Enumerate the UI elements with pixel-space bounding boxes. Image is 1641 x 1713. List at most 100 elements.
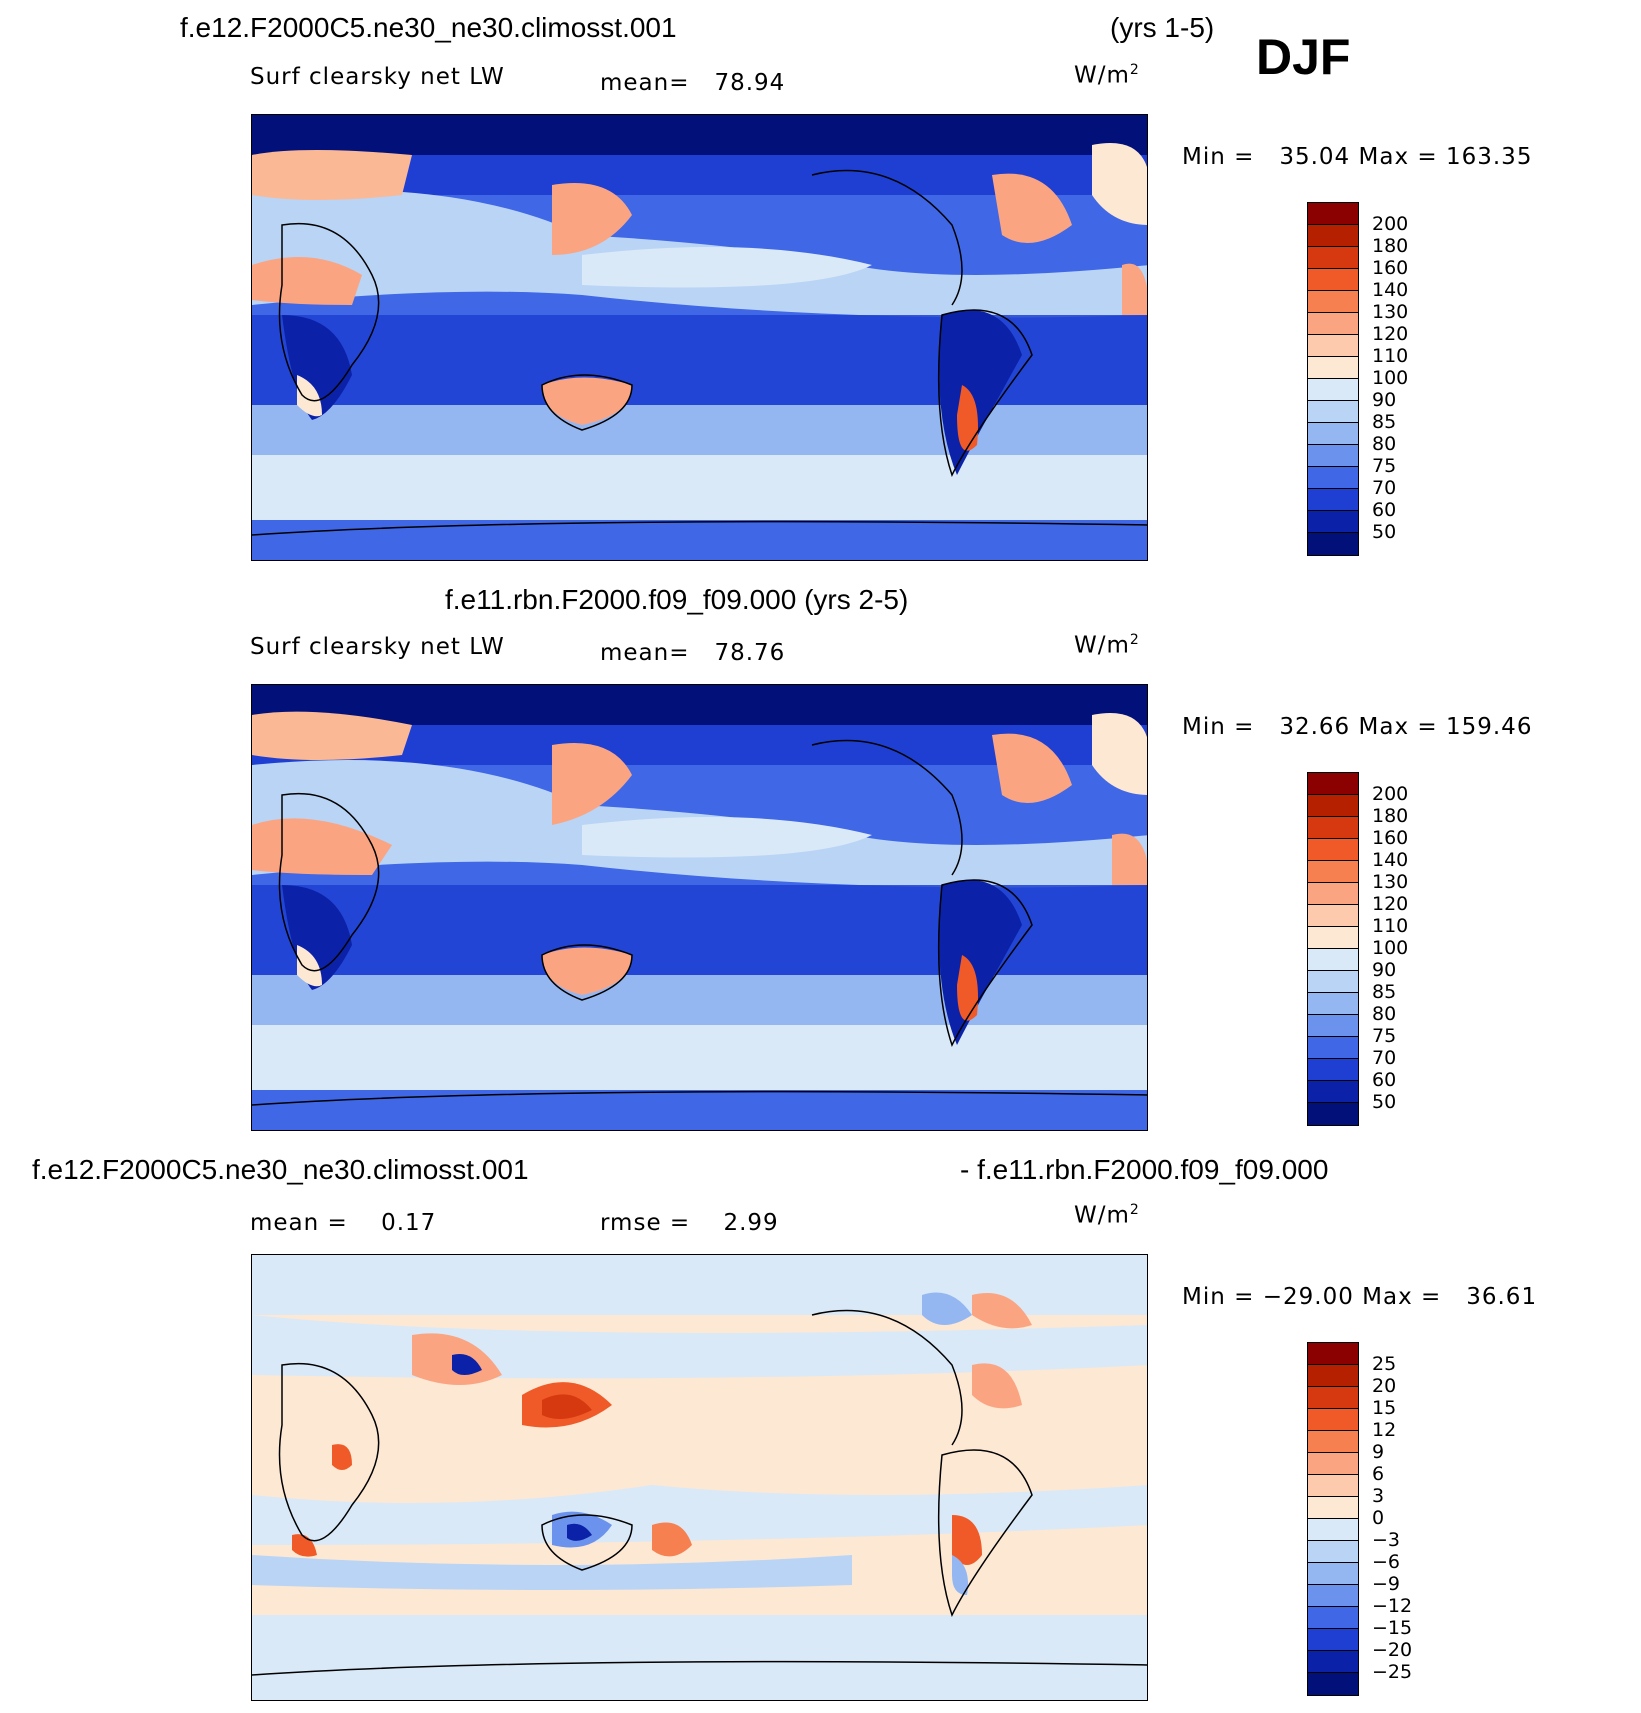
panel2-title: f.e11.rbn.F2000.f09_f09.000 (yrs 2-5) [445,584,909,615]
panel3-rmse-value: 2.99 [723,1210,779,1236]
colorbar-tick-label: 80 [1372,433,1397,455]
colorbar-segment [1308,269,1358,291]
colorbar-tick-label: −25 [1372,1661,1413,1683]
colorbar-tick-label: 75 [1372,1025,1397,1047]
panel3-max-label: Max = [1362,1284,1442,1310]
colorbar-tick-label: −20 [1372,1639,1413,1661]
colorbar-tick-label: 3 [1372,1485,1385,1507]
colorbar-segment [1308,1607,1358,1629]
panel3-units-exp: 2 [1129,1202,1140,1218]
colorbar-segment [1308,1081,1358,1103]
colorbar-tick-label: 25 [1372,1353,1397,1375]
colorbar-tick-label: −6 [1372,1551,1401,1573]
panel1-map [251,114,1148,561]
panel1-min-label: Min = [1182,144,1255,170]
panel1-title: f.e12.F2000C5.ne30_ne30.climosst.001 [180,12,677,43]
colorbar-segment [1308,1059,1358,1081]
colorbar-segment [1308,401,1358,423]
colorbar-tick-label: 140 [1372,279,1409,301]
colorbar-tick-label: 50 [1372,521,1397,543]
colorbar-segment [1308,927,1358,949]
panel3-min-value: −29.00 [1262,1284,1354,1310]
colorbar-tick-label: 50 [1372,1091,1397,1113]
panel3-mean: mean = 0.17 [250,1210,436,1236]
panel2-max-label: Max = [1358,714,1438,740]
panel2-units: W/m2 [1074,632,1140,659]
colorbar-segment [1308,883,1358,905]
colorbar-segment [1308,861,1358,883]
colorbar-segment [1308,1037,1358,1059]
colorbar-tick-label: 9 [1372,1441,1385,1463]
panel1-minmax: Min = 35.04 Max = 163.35 [1182,144,1532,170]
colorbar-tick-label: 85 [1372,981,1397,1003]
panel1-years: (yrs 1-5) [1110,12,1215,43]
panel2-max-value: 159.46 [1445,714,1533,740]
colorbar-segment [1308,533,1358,555]
colorbar-tick-label: 15 [1372,1397,1397,1419]
panel3-units: W/m2 [1074,1202,1140,1229]
colorbar-segment [1308,225,1358,247]
colorbar-tick-label: −15 [1372,1617,1413,1639]
colorbar-tick-label: 120 [1372,323,1409,345]
panel2-mean: mean= 78.76 [600,640,785,666]
colorbar-tick-label: −12 [1372,1595,1413,1617]
colorbar-segment [1308,335,1358,357]
colorbar-segment [1308,357,1358,379]
colorbar-tick-label: 160 [1372,827,1409,849]
colorbar-segment [1308,445,1358,467]
colorbar-segment [1308,313,1358,335]
panel1-mean-label: mean= [600,70,690,96]
colorbar-tick-label: 90 [1372,389,1397,411]
panel2-units-exp: 2 [1129,632,1140,648]
panel2-min-value: 32.66 [1279,714,1351,740]
panel3-rmse-label: rmse = [600,1210,691,1236]
colorbar-tick-label: 0 [1372,1507,1385,1529]
colorbar-tick-label: 70 [1372,1047,1397,1069]
colorbar-tick-label: 110 [1372,345,1409,367]
colorbar-segment [1308,1409,1358,1431]
panel1-map-svg [252,115,1147,560]
colorbar-tick-label: −3 [1372,1529,1401,1551]
panel3-title-left: f.e12.F2000C5.ne30_ne30.climosst.001 [32,1154,529,1185]
panel3-colorbar [1307,1342,1359,1696]
panel3-rmse: rmse = 2.99 [600,1210,779,1236]
panel1-max-value: 163.35 [1445,144,1533,170]
panel1-min-value: 35.04 [1279,144,1351,170]
panel1-variable: Surf clearsky net LW [250,64,505,90]
colorbar-segment [1308,1453,1358,1475]
colorbar-segment [1308,1585,1358,1607]
colorbar-segment [1308,1497,1358,1519]
panel2-mean-value: 78.76 [714,640,786,666]
colorbar-tick-label: 110 [1372,915,1409,937]
panel3-minmax: Min = −29.00 Max = 36.61 [1182,1284,1537,1310]
colorbar-tick-label: 120 [1372,893,1409,915]
colorbar-segment [1308,1103,1358,1125]
colorbar-tick-label: 6 [1372,1463,1385,1485]
panel1-units-exp: 2 [1129,62,1140,78]
colorbar-tick-label: −9 [1372,1573,1401,1595]
panel3-max-value: 36.61 [1466,1284,1538,1310]
colorbar-tick-label: 180 [1372,235,1409,257]
panel2-map [251,684,1148,1131]
colorbar-segment [1308,905,1358,927]
colorbar-segment [1308,1563,1358,1585]
colorbar-segment [1308,1387,1358,1409]
colorbar-tick-label: 70 [1372,477,1397,499]
colorbar-segment [1308,1343,1358,1365]
panel3-mean-value: 0.17 [381,1210,437,1236]
panel1-units-text: W/m [1074,62,1130,89]
panel1-mean-value: 78.94 [714,70,786,96]
colorbar-segment [1308,1541,1358,1563]
panel2-min-label: Min = [1182,714,1255,740]
colorbar-segment [1308,511,1358,533]
colorbar-tick-label: 80 [1372,1003,1397,1025]
panel1-max-label: Max = [1358,144,1438,170]
panel2-units-text: W/m [1074,632,1130,659]
colorbar-segment [1308,247,1358,269]
colorbar-segment [1308,971,1358,993]
colorbar-tick-label: 90 [1372,959,1397,981]
colorbar-tick-label: 130 [1372,871,1409,893]
panel1-mean: mean= 78.94 [600,70,785,96]
colorbar-tick-label: 100 [1372,367,1409,389]
colorbar-tick-label: 180 [1372,805,1409,827]
